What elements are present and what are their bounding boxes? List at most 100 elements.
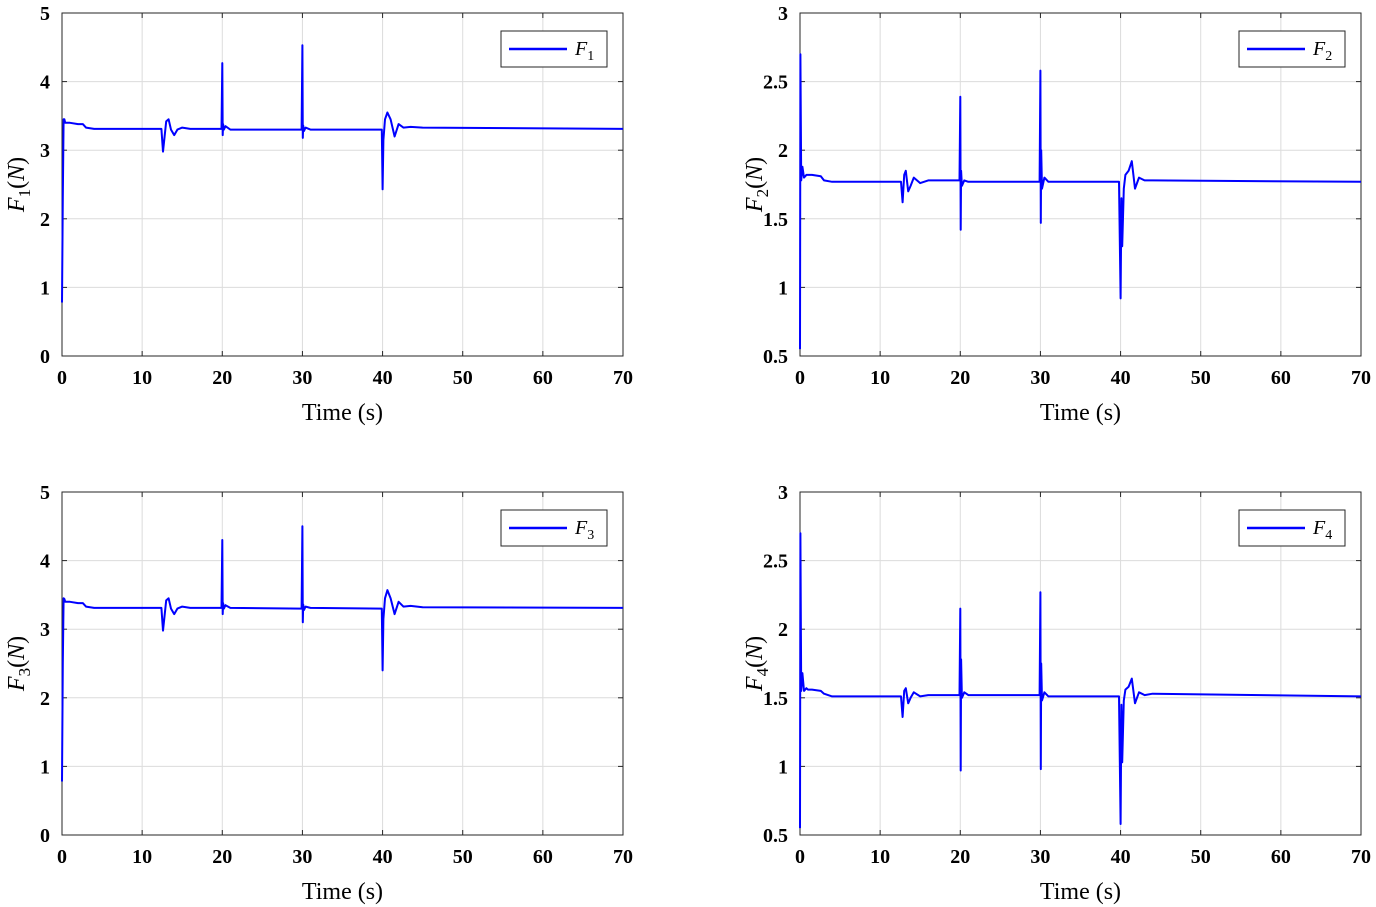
x-tick-label: 60 [1271, 846, 1291, 868]
x-tick-label: 60 [533, 367, 553, 389]
x-tick-label: 10 [870, 367, 890, 389]
legend: F1 [500, 30, 608, 68]
y-tick-label: 2 [778, 140, 788, 162]
y-axis-label-var: F [4, 676, 30, 692]
x-tick-label: 20 [212, 367, 232, 389]
x-tick-label: 20 [950, 846, 970, 868]
x-tick-label: 70 [613, 846, 633, 868]
y-tick-label: 3 [778, 482, 788, 504]
x-tick-label: 40 [1111, 846, 1131, 868]
x-tick-label: 40 [373, 367, 393, 389]
series-line-F4 [799, 532, 1362, 829]
legend: F2 [1238, 30, 1346, 68]
y-tick-label: 2.5 [763, 72, 788, 94]
x-tick-label: 10 [132, 846, 152, 868]
legend-label: F4 [1312, 517, 1332, 543]
y-tick-label: 1 [40, 756, 50, 778]
y-axis-label-close: ) [4, 636, 30, 644]
y-axis-label-unit: N [4, 163, 30, 182]
x-tick-label: 30 [1030, 846, 1050, 868]
y-axis-label-unit: N [4, 642, 30, 661]
x-tick-label: 70 [1351, 846, 1371, 868]
y-axis-label-close: ) [742, 157, 768, 165]
x-tick-label: 0 [795, 846, 805, 868]
y-axis-label-sub: 4 [753, 667, 772, 676]
y-tick-label: 5 [40, 3, 50, 25]
x-tick-label: 0 [57, 846, 67, 868]
legend-label: F3 [574, 517, 594, 543]
y-axis-label: F2(N) [742, 157, 772, 213]
y-tick-label: 1 [40, 277, 50, 299]
y-tick-label: 0.5 [763, 825, 788, 847]
y-axis-label-open: ( [742, 660, 768, 668]
x-tick-label: 70 [1351, 367, 1371, 389]
series-line-F2 [799, 53, 1362, 350]
x-tick-label: 50 [453, 367, 473, 389]
series-line-F3 [61, 525, 624, 782]
legend-label-sub: 1 [587, 49, 594, 64]
y-tick-label: 4 [40, 72, 50, 94]
x-tick-label: 0 [795, 367, 805, 389]
x-tick-label: 70 [613, 367, 633, 389]
y-tick-label: 1 [778, 277, 788, 299]
y-tick-label: 2 [40, 688, 50, 710]
x-tick-label: 30 [292, 367, 312, 389]
y-tick-label: 3 [40, 140, 50, 162]
y-tick-label: 0.5 [763, 346, 788, 368]
x-tick-label: 20 [950, 367, 970, 389]
y-axis-label-var: F [742, 676, 768, 692]
x-tick-label: 50 [1191, 846, 1211, 868]
legend: F3 [500, 509, 608, 547]
legend-label-var: F [574, 38, 588, 60]
y-axis-label-unit: N [742, 642, 768, 661]
y-tick-label: 3 [40, 619, 50, 641]
x-tick-label: 0 [57, 367, 67, 389]
x-axis-label: Time (s) [302, 879, 383, 905]
y-axis-label: F1(N) [4, 157, 34, 213]
legend-label-var: F [574, 517, 588, 539]
y-tick-label: 4 [40, 551, 50, 573]
legend-label-sub: 2 [1325, 49, 1332, 64]
x-tick-label: 30 [292, 846, 312, 868]
y-tick-label: 1.5 [763, 688, 788, 710]
y-tick-label: 2 [778, 619, 788, 641]
y-tick-label: 2.5 [763, 551, 788, 573]
y-axis-label-sub: 1 [15, 189, 34, 198]
y-tick-label: 0 [40, 346, 50, 368]
legend-label-var: F [1312, 517, 1326, 539]
x-tick-label: 40 [373, 846, 393, 868]
x-axis-label: Time (s) [302, 400, 383, 426]
y-axis-label-open: ( [4, 660, 30, 668]
x-tick-label: 50 [1191, 367, 1211, 389]
y-axis-label-close: ) [4, 157, 30, 165]
y-tick-label: 1 [778, 756, 788, 778]
legend: F4 [1238, 509, 1346, 547]
x-axis-label: Time (s) [1040, 400, 1121, 426]
y-axis-label-var: F [4, 197, 30, 213]
x-tick-label: 10 [132, 367, 152, 389]
legend-label-sub: 3 [587, 528, 594, 543]
x-tick-label: 50 [453, 846, 473, 868]
x-tick-label: 20 [212, 846, 232, 868]
y-axis-label-unit: N [742, 163, 768, 182]
y-axis-label: F3(N) [4, 636, 34, 692]
chart-F2: 0 10 20 30 40 50 60 70 0.5 1 1.5 2 2.5 3 Time (s) F2(N)… [742, 3, 1371, 426]
x-tick-label: 40 [1111, 367, 1131, 389]
x-tick-label: 10 [870, 846, 890, 868]
y-axis-label-close: ) [742, 636, 768, 644]
x-tick-label: 60 [533, 846, 553, 868]
y-tick-label: 2 [40, 209, 50, 231]
y-tick-label: 3 [778, 3, 788, 25]
y-tick-label: 1.5 [763, 209, 788, 231]
x-tick-label: 30 [1030, 367, 1050, 389]
y-axis-label-var: F [742, 197, 768, 213]
legend-label: F1 [574, 38, 594, 64]
y-axis-label: F4(N) [742, 636, 772, 692]
y-tick-label: 0 [40, 825, 50, 847]
y-tick-label: 5 [40, 482, 50, 504]
x-tick-label: 60 [1271, 367, 1291, 389]
